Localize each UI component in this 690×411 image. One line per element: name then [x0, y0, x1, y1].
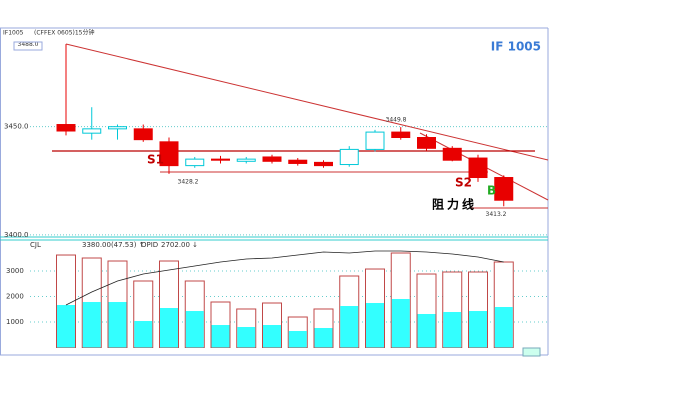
volume-fill	[391, 299, 410, 348]
candle-body	[82, 128, 102, 134]
volume-fill	[469, 311, 487, 348]
volume-fill	[443, 312, 462, 348]
y-tick-label: 2000	[6, 293, 24, 301]
candle-body	[314, 161, 333, 167]
annotation: S1	[147, 153, 164, 167]
price-label: 3449.8	[386, 117, 407, 124]
volume-fill	[82, 302, 101, 348]
candle-body	[417, 137, 436, 149]
volume-fill	[494, 307, 513, 348]
legend: CJL	[30, 241, 41, 249]
candle-body	[391, 131, 411, 139]
volume-fill	[160, 308, 178, 348]
symbol: IF1005	[3, 30, 24, 37]
candle-body	[494, 177, 514, 201]
opid-line	[65, 250, 504, 306]
symbol-info: (CFFEX 0605)15分钟	[34, 29, 95, 37]
price-label: 3488.0	[18, 41, 39, 48]
y-tick-label: 3000	[6, 267, 24, 275]
y-tick-label: 3450.0	[4, 123, 29, 131]
candle-body	[236, 158, 256, 162]
volume-fill	[57, 304, 75, 348]
volume-fill	[108, 302, 127, 348]
volume-fill	[314, 327, 333, 348]
price-label: 3428.2	[178, 178, 199, 185]
volume-fill	[417, 313, 436, 348]
annotation: S2	[455, 176, 472, 190]
volume-fill	[185, 311, 204, 348]
label-box	[13, 41, 43, 51]
candle-body	[185, 158, 205, 167]
volume-fill	[288, 331, 307, 348]
candle-body	[365, 131, 385, 150]
candle-body	[288, 159, 308, 164]
volume-fill	[340, 306, 359, 348]
badge: IF 1005	[491, 40, 541, 54]
annotation: B	[487, 184, 496, 198]
annotation: 阻力线	[432, 197, 477, 212]
candle-body	[159, 141, 179, 167]
volume-fill	[237, 326, 256, 348]
candle-body	[442, 147, 462, 161]
trend-line	[65, 43, 549, 161]
candle-body	[108, 126, 127, 130]
legend: OPID	[141, 241, 158, 249]
y-tick-label: 3400.0	[4, 231, 29, 239]
volume-fill	[263, 325, 281, 348]
scroll-button[interactable]	[522, 347, 541, 357]
candle-body	[468, 157, 488, 179]
volume-fill	[366, 303, 384, 348]
price-label: 3413.2	[486, 211, 507, 218]
candle-body	[211, 158, 230, 161]
volume-fill	[134, 321, 153, 348]
volume-fill	[211, 325, 230, 348]
candle-body	[56, 124, 76, 132]
candle-body	[339, 148, 359, 166]
candle-body	[262, 156, 282, 162]
y-tick-label: 1000	[6, 318, 24, 326]
readout: 3380.00(47.53) ↑	[82, 241, 145, 249]
candle-body	[133, 128, 153, 141]
readout: 2702.00 ↓	[161, 241, 198, 249]
